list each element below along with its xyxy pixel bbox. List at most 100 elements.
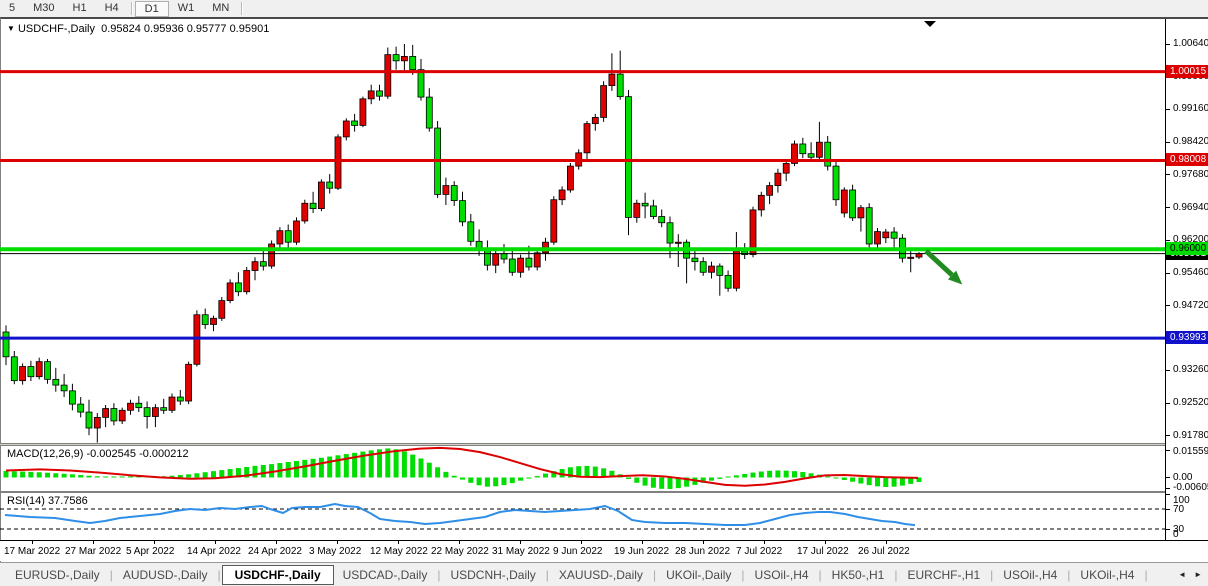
tab-usdchf-daily[interactable]: USDCHF-,Daily — [221, 564, 334, 585]
tab-usdcnh-daily[interactable]: USDCNH-,Daily — [450, 567, 536, 582]
candle — [799, 137, 807, 159]
candle — [400, 44, 408, 73]
candle — [384, 47, 392, 99]
panel-divider[interactable] — [0, 443, 1165, 446]
candle — [218, 297, 226, 321]
candle — [832, 160, 840, 206]
timeframe-m5-button[interactable]: 5 — [9, 2, 16, 14]
rsi-tick-mark — [1166, 528, 1170, 530]
toolbar-separator — [130, 2, 132, 15]
candle — [782, 159, 790, 182]
candle — [757, 191, 765, 217]
date-tick-mark — [581, 541, 582, 544]
candle — [475, 229, 483, 256]
candle — [19, 363, 27, 385]
candle — [791, 140, 798, 167]
candle — [583, 120, 591, 160]
candle — [259, 249, 267, 271]
timeframe-m30-button[interactable]: M30 — [33, 2, 55, 14]
candle — [52, 367, 60, 392]
rsi-panel — [0, 503, 1165, 530]
candle — [93, 412, 101, 443]
price-tick-mark — [1166, 239, 1170, 241]
date-label: 3 May 2022 — [309, 546, 362, 557]
price-badge: 1.00015 — [1166, 64, 1208, 78]
macd-tick-mark — [1166, 487, 1170, 489]
candle — [135, 396, 143, 413]
price-tick-label: 0.96940 — [1173, 201, 1208, 213]
candle — [508, 248, 516, 276]
tab-audusd-daily[interactable]: AUDUSD-,Daily — [122, 567, 208, 582]
panel-divider[interactable] — [0, 491, 1165, 493]
macd-tick-label: 0.00 — [1173, 471, 1193, 483]
timeframe-d1-button[interactable]: D1 — [134, 0, 169, 17]
price-tick-label: 0.94720 — [1173, 299, 1208, 311]
date-tick-mark — [825, 541, 826, 544]
candle — [44, 358, 51, 384]
tab-xauusd-daily[interactable]: XAUUSD-,Daily — [558, 567, 643, 582]
chart-shift-marker-icon[interactable] — [924, 21, 936, 27]
tab-separator: | — [1144, 567, 1148, 582]
candle — [201, 308, 209, 329]
date-label: 17 Jul 2022 — [797, 546, 849, 557]
price-chart[interactable] — [0, 19, 1165, 443]
date-label: 14 Apr 2022 — [187, 546, 241, 557]
candle — [807, 142, 815, 162]
candle — [450, 181, 458, 206]
candlestick-series — [2, 44, 923, 443]
tab-usoil-h4[interactable]: USOil-,H4 — [754, 567, 809, 582]
candle — [890, 227, 898, 251]
tab-eurchf-h1[interactable]: EURCHF-,H1 — [907, 567, 981, 582]
timeframe-w1-button[interactable]: W1 — [177, 2, 195, 14]
chart-tab-bar: EURUSD-,Daily | AUDUSD-,Daily | USDCHF-,… — [0, 562, 1208, 586]
price-tick-label: 1.00640 — [1173, 38, 1208, 49]
chart-symbol-period: USDCHF-,Daily — [17, 23, 95, 35]
candle — [633, 199, 641, 223]
candle — [77, 397, 85, 418]
candle — [110, 403, 118, 426]
down-arrow-annotation[interactable] — [924, 249, 963, 285]
timeframe-h4-button[interactable]: H4 — [104, 2, 119, 14]
macd-tick-label: 0.015596 — [1173, 446, 1208, 457]
candle — [102, 404, 109, 428]
tab-ukoil-daily[interactable]: UKOil-,Daily — [666, 567, 732, 582]
candle — [251, 257, 259, 281]
tab-hk50-h1[interactable]: HK50-,H1 — [831, 567, 885, 582]
date-tick-mark — [32, 541, 33, 544]
rsi-tick-mark — [1166, 508, 1170, 510]
date-label: 5 Apr 2022 — [126, 546, 175, 557]
candle — [226, 279, 234, 304]
candle — [724, 270, 732, 292]
price-tick-mark — [1166, 108, 1170, 110]
candle — [342, 118, 350, 141]
candle — [733, 232, 740, 292]
timeframe-mn-button[interactable]: MN — [212, 2, 230, 14]
price-axis-border — [1165, 19, 1166, 561]
tab-scroll-left-icon[interactable]: ◄ — [1178, 570, 1187, 579]
tab-separator: | — [545, 567, 549, 582]
toolbar-separator — [241, 2, 243, 15]
tab-scroll-right-icon[interactable]: ► — [1194, 570, 1202, 579]
tab-usoil-h4-2[interactable]: USOil-,H4 — [1003, 567, 1058, 582]
candle — [243, 266, 251, 295]
candle — [334, 134, 342, 190]
candle — [650, 199, 657, 220]
tab-ukoil-h4[interactable]: UKOil-,H4 — [1080, 567, 1135, 582]
candle — [683, 239, 690, 284]
candle — [392, 46, 400, 70]
candle — [317, 179, 325, 212]
chevron-down-icon[interactable]: ▼ — [7, 24, 15, 33]
tab-usdcad-daily[interactable]: USDCAD-,Daily — [342, 567, 428, 582]
price-tick-label: 0.91780 — [1173, 429, 1208, 441]
rsi-tick-label: 100 — [1173, 495, 1190, 506]
candle — [301, 199, 309, 224]
candle — [168, 393, 176, 413]
tab-eurusd-daily[interactable]: EURUSD-,Daily — [15, 567, 100, 582]
tab-separator: | — [894, 567, 898, 582]
candle — [600, 81, 607, 122]
candle — [309, 191, 317, 213]
candle — [160, 398, 168, 414]
timeframe-h1-button[interactable]: H1 — [72, 2, 87, 14]
rsi-tick-label: 0 — [1173, 529, 1179, 540]
